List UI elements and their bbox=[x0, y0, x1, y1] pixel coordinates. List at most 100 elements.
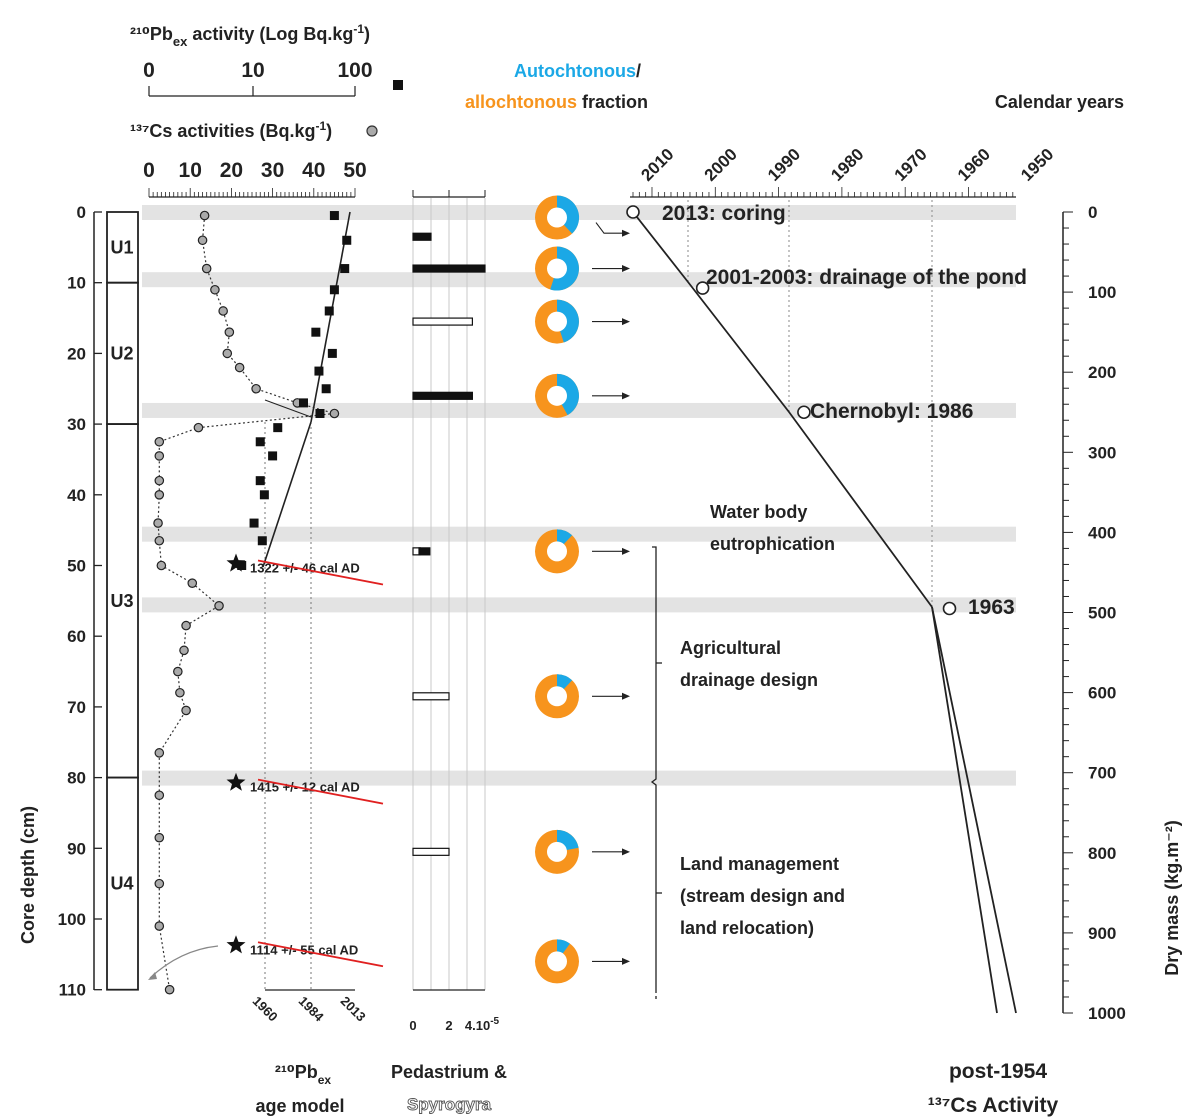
cs-point-19 bbox=[187, 578, 198, 588]
cs-tick-0: 0 bbox=[143, 159, 155, 182]
cs-point-7 bbox=[234, 362, 245, 373]
cal-tick-1990: 1990 bbox=[764, 145, 804, 185]
pb-point-11 bbox=[273, 423, 283, 433]
cal-point-label-1: 2001-2003: drainage of the pond bbox=[706, 266, 1027, 289]
donut-auto-2 bbox=[557, 299, 579, 343]
pb-point-10 bbox=[315, 408, 325, 418]
pb-tick-10: 10 bbox=[241, 59, 264, 82]
cs-point-16 bbox=[153, 518, 163, 528]
cs-series-points bbox=[153, 210, 340, 995]
cs-point-25 bbox=[181, 705, 191, 716]
donut-4 bbox=[535, 529, 630, 574]
cs-point-10 bbox=[329, 408, 340, 419]
cal-tick-1960: 1960 bbox=[954, 145, 994, 185]
age-model-axis: 1960 1984 2013 ²¹⁰Pbex age model bbox=[250, 989, 369, 1116]
algae-tick-4: 4.10-5 bbox=[465, 1016, 500, 1033]
pb-axis-title: ²¹⁰Pbex activity (Log Bq.kg-1) bbox=[130, 22, 370, 49]
donut-hole-0 bbox=[547, 207, 567, 228]
donut-6 bbox=[535, 829, 630, 874]
radiocarbon-strike-2 bbox=[257, 941, 384, 968]
donut-7 bbox=[535, 939, 630, 984]
cs-activity-title-2: ¹³⁷Cs Activity bbox=[928, 1094, 1059, 1117]
donut-arrowhead-2 bbox=[622, 318, 630, 326]
cs-tick-50: 50 bbox=[343, 159, 366, 182]
depth-tick-20: 20 bbox=[67, 344, 86, 363]
pb-drop-line bbox=[264, 399, 312, 418]
pb-point-18 bbox=[237, 561, 247, 570]
cs-point-13 bbox=[154, 451, 165, 461]
event-agri-2: drainage design bbox=[680, 670, 818, 690]
radiocarbon-strike-0 bbox=[257, 559, 384, 586]
cal-tick-2010: 2010 bbox=[637, 145, 677, 185]
radiocarbon-star-1 bbox=[226, 772, 246, 791]
event-land-3: land relocation) bbox=[680, 918, 814, 938]
donut-arrowhead-7 bbox=[622, 957, 630, 965]
algae-title-1: Pedastrium & bbox=[391, 1062, 507, 1082]
algae-tick-0: 0 bbox=[409, 1018, 416, 1033]
mass-tick-500: 500 bbox=[1088, 604, 1116, 623]
event-eutrophication-2: eutrophication bbox=[710, 534, 835, 554]
pb-point-1 bbox=[342, 235, 352, 245]
cs-point-31 bbox=[164, 984, 175, 995]
pb-legend-square bbox=[393, 80, 403, 90]
age-model-title: ²¹⁰Pbex bbox=[275, 1062, 332, 1087]
cs-point-6 bbox=[222, 348, 233, 359]
cs-tick-10: 10 bbox=[179, 159, 202, 182]
cs-point-28 bbox=[154, 832, 165, 843]
donut-arrowhead-0 bbox=[622, 229, 630, 237]
mass-tick-400: 400 bbox=[1088, 523, 1116, 542]
cs-point-23 bbox=[173, 666, 183, 677]
pb-tick-0: 0 bbox=[143, 59, 155, 82]
cs-point-15 bbox=[154, 489, 165, 500]
cal-point-2 bbox=[797, 405, 811, 420]
dry-mass-axis-label: Dry mass (kg.m⁻²) bbox=[1162, 820, 1182, 976]
cs-point-24 bbox=[175, 687, 185, 698]
gray-band-1 bbox=[142, 272, 1016, 288]
fraction-title: Autochtonous/ allochtonous fraction bbox=[465, 61, 648, 112]
donut-hole-1 bbox=[547, 258, 567, 279]
calendar-points: 2013: coring 2001-2003: drainage of the p… bbox=[626, 202, 1027, 619]
algae-column: 0 2 4.10-5 Pedastrium & Spyrogyra bbox=[391, 190, 507, 1114]
donut-hole-6 bbox=[547, 841, 567, 862]
mass-tick-800: 800 bbox=[1088, 844, 1116, 863]
dry-mass-axis: 0 100 200 300 400 500 600 700 800 900 1000 bbox=[1062, 203, 1126, 1023]
algae-title-2: Spyrogyra bbox=[407, 1095, 492, 1114]
cs-axis-title: ¹³⁷Cs activities (Bq.kg-1) bbox=[130, 119, 332, 141]
depth-tick-100: 100 bbox=[58, 910, 86, 929]
cal-point-label-2: Chernobyl: 1986 bbox=[810, 400, 973, 423]
pb-point-9 bbox=[299, 398, 308, 408]
gray-band-0 bbox=[142, 205, 1016, 220]
age-tick-2013: 2013 bbox=[338, 993, 369, 1024]
depth-tick-0: 0 bbox=[77, 203, 86, 222]
fraction-title-line2: allochtonous fraction bbox=[465, 92, 648, 112]
donut-arrow-0 bbox=[595, 222, 628, 234]
donut-arrowhead-6 bbox=[622, 848, 630, 856]
gray-band-5 bbox=[142, 770, 1016, 786]
unit-label-U2: U2 bbox=[110, 343, 133, 363]
cs-point-26 bbox=[154, 748, 165, 758]
algae-bar-1 bbox=[412, 264, 486, 273]
mass-tick-1000: 1000 bbox=[1088, 1004, 1126, 1023]
mass-tick-200: 200 bbox=[1088, 363, 1116, 382]
mass-tick-300: 300 bbox=[1088, 443, 1116, 462]
fraction-title-allo: allochtonous bbox=[465, 92, 577, 112]
mass-tick-100: 100 bbox=[1088, 283, 1116, 302]
pb-log-scale: ²¹⁰Pbex activity (Log Bq.kg-1) 0 10 100 bbox=[130, 22, 403, 97]
depth-tick-10: 10 bbox=[67, 274, 86, 293]
curved-arrow bbox=[149, 945, 219, 979]
cs-point-1 bbox=[197, 235, 208, 246]
age-model-lines bbox=[262, 211, 351, 568]
pb-point-17 bbox=[257, 536, 267, 546]
mass-tick-0: 0 bbox=[1088, 203, 1097, 222]
calendar-guides bbox=[687, 200, 933, 607]
event-land: Land management bbox=[680, 854, 839, 874]
pb-point-6 bbox=[327, 348, 337, 358]
gray-bands bbox=[142, 205, 1016, 786]
cs-point-8 bbox=[251, 383, 261, 394]
depth-tick-90: 90 bbox=[67, 839, 86, 858]
unit-label-U1: U1 bbox=[110, 237, 133, 257]
cs-point-12 bbox=[154, 436, 165, 447]
cs-point-5 bbox=[224, 327, 235, 337]
